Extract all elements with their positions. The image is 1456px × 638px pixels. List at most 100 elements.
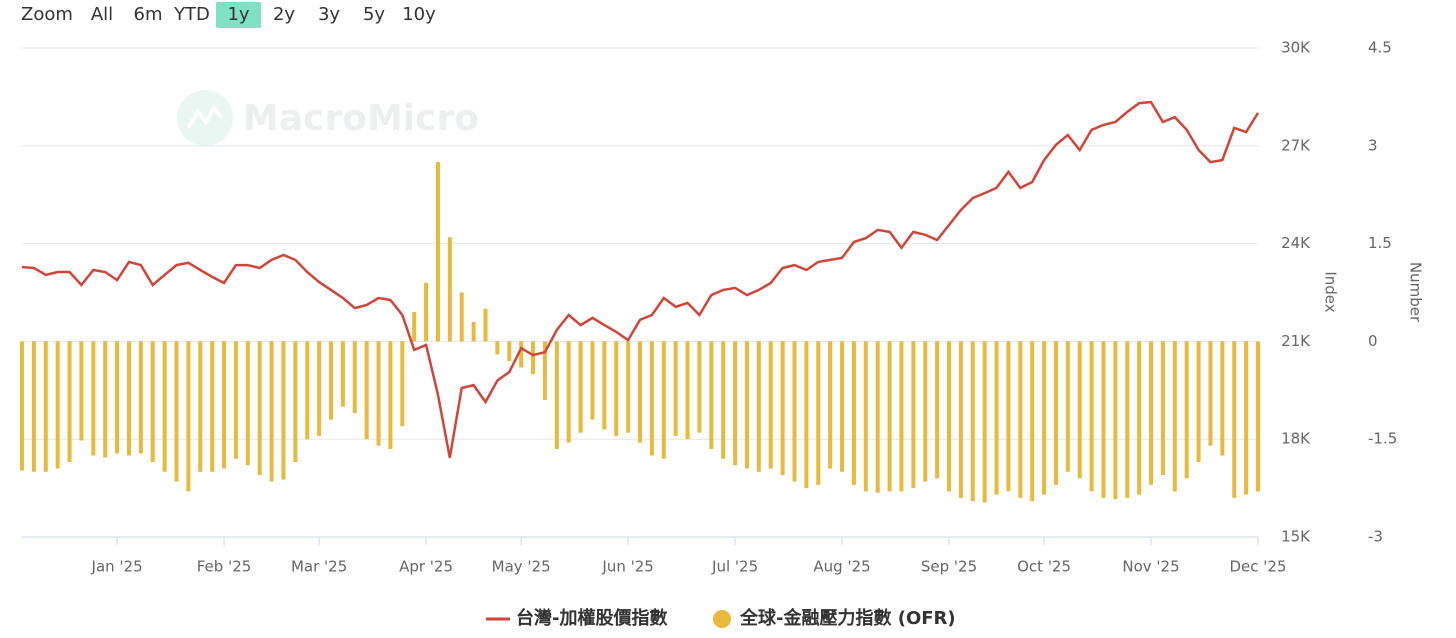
bar xyxy=(626,341,631,433)
bar xyxy=(1053,341,1058,485)
y2-axis-title: Number xyxy=(1407,262,1425,323)
bar xyxy=(281,341,286,480)
bar xyxy=(233,341,238,459)
bar xyxy=(483,308,488,342)
bar xyxy=(1196,341,1201,463)
bar xyxy=(887,341,892,492)
bar xyxy=(210,341,215,472)
bar xyxy=(982,341,987,503)
x-tick-label: Nov '25 xyxy=(1122,558,1179,576)
bar xyxy=(43,341,48,472)
y2-tick-label: -1.5 xyxy=(1368,430,1397,448)
bar xyxy=(935,341,940,479)
x-tick-label: Jun '25 xyxy=(601,558,653,576)
bar xyxy=(697,341,702,433)
bar xyxy=(709,341,714,449)
y-tick-label: 24K xyxy=(1281,234,1311,252)
bar xyxy=(804,341,809,489)
y2-tick-label: 3 xyxy=(1368,136,1378,154)
legend-label: 全球-金融壓力指數 (OFR) xyxy=(739,607,956,629)
bar xyxy=(174,341,179,482)
bar xyxy=(673,341,678,436)
bar xyxy=(91,341,96,456)
bar xyxy=(947,341,951,492)
zoom-button[interactable]: 10y xyxy=(402,4,436,25)
bar xyxy=(1113,341,1118,500)
x-tick-label: Feb '25 xyxy=(197,558,252,576)
bar xyxy=(1208,341,1213,446)
bar xyxy=(269,341,274,482)
bar xyxy=(875,341,880,493)
zoom-button[interactable]: 5y xyxy=(362,4,386,25)
bar xyxy=(780,341,785,476)
bar xyxy=(31,341,36,472)
bar xyxy=(685,341,690,440)
bar xyxy=(840,341,845,472)
bar xyxy=(198,341,203,472)
bar xyxy=(257,341,262,476)
bar xyxy=(293,341,298,463)
x-tick-label: Jul '25 xyxy=(711,558,758,576)
logo-mark xyxy=(186,104,224,130)
x-tick-label: Aug '25 xyxy=(813,558,870,576)
watermark-text: MacroMicro xyxy=(243,98,479,139)
bar xyxy=(103,341,108,458)
bar xyxy=(507,341,512,361)
bar xyxy=(495,341,500,355)
bar xyxy=(412,312,417,342)
bar xyxy=(1244,341,1249,495)
bar xyxy=(447,237,452,342)
y-tick-label: 15K xyxy=(1281,528,1311,546)
bar xyxy=(1006,341,1011,492)
line xyxy=(21,100,1260,459)
bar xyxy=(851,341,856,485)
zoom-button[interactable]: 6m xyxy=(133,4,163,25)
zoom-button[interactable]: 2y xyxy=(272,4,296,25)
zoom-button[interactable]: 3y xyxy=(317,4,341,25)
y2-tick-label: 4.5 xyxy=(1368,39,1392,57)
bar xyxy=(1137,341,1142,495)
zoom-label: Zoom xyxy=(21,4,73,25)
bar xyxy=(388,341,393,449)
bar xyxy=(816,341,821,485)
y-tick-label: 27K xyxy=(1281,136,1311,154)
bar xyxy=(958,341,963,498)
bar xyxy=(435,162,440,342)
x-tick-label: Oct '25 xyxy=(1017,558,1071,576)
bar xyxy=(1172,341,1177,492)
bar xyxy=(317,341,322,436)
bar xyxy=(1125,341,1130,498)
bar xyxy=(1042,341,1047,495)
bar xyxy=(602,341,607,430)
bar xyxy=(1030,341,1035,502)
bar xyxy=(733,341,738,466)
zoom-button[interactable]: YTD xyxy=(174,4,210,25)
zoom-button[interactable]: All xyxy=(90,4,114,25)
bar xyxy=(186,341,191,492)
bar xyxy=(756,341,761,472)
legend-swatch xyxy=(713,610,731,628)
bar xyxy=(1160,341,1165,476)
bar xyxy=(126,341,131,456)
bar xyxy=(1232,341,1237,498)
bar xyxy=(1089,341,1094,492)
zoom-button[interactable]: 1y xyxy=(216,2,261,28)
bar xyxy=(424,282,429,342)
bar xyxy=(400,341,405,427)
x-tick-label: Jan '25 xyxy=(91,558,143,576)
bar xyxy=(67,341,72,463)
bar xyxy=(1077,341,1082,479)
bar xyxy=(305,341,310,440)
bar xyxy=(329,341,333,420)
bar xyxy=(721,341,726,459)
bar xyxy=(352,341,357,414)
x-tick-label: Mar '25 xyxy=(291,558,347,576)
bar xyxy=(340,341,345,407)
bar xyxy=(911,341,916,489)
bar xyxy=(578,341,583,433)
bar xyxy=(364,341,369,440)
x-tick-label: Dec '25 xyxy=(1229,558,1286,576)
bar xyxy=(792,341,797,482)
bar xyxy=(1018,341,1023,498)
bar xyxy=(542,341,547,401)
